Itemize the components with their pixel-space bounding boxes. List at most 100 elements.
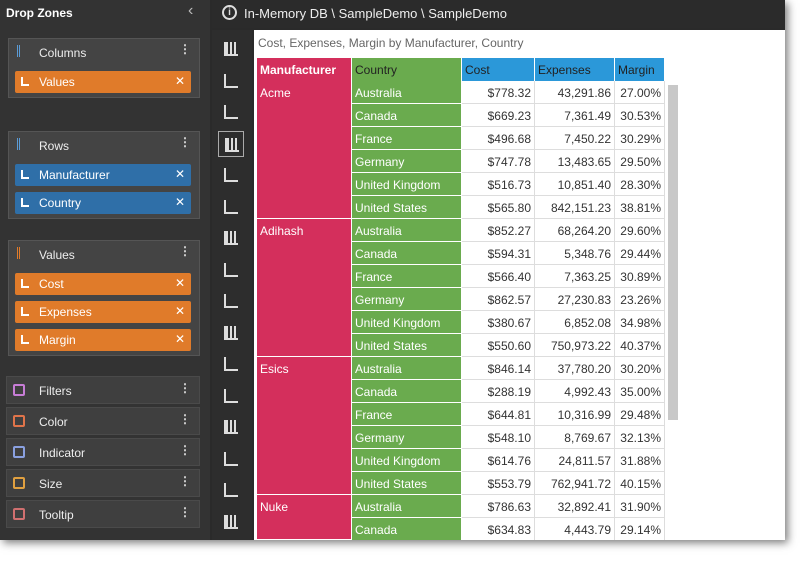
tool-button[interactable] [218, 414, 244, 440]
table-cell: $516.73 [462, 173, 535, 196]
remove-field[interactable]: ✕ [175, 304, 186, 318]
remove-field[interactable]: ✕ [175, 332, 186, 346]
table-cell: 7,361.49 [535, 104, 615, 127]
zone-menu[interactable]: ⋮ [179, 381, 191, 395]
tool-button[interactable] [218, 288, 244, 314]
breadcrumb: In-Memory DB \ SampleDemo \ SampleDemo [244, 6, 507, 21]
table-cell: 8,769.67 [535, 426, 615, 449]
table-cell: 10,851.40 [535, 173, 615, 196]
zone-menu[interactable]: ⋮ [179, 505, 191, 519]
tool-button[interactable] [218, 477, 244, 503]
tool-button[interactable] [218, 130, 244, 157]
table-cell: $553.79 [462, 472, 535, 495]
remove-field[interactable]: ✕ [175, 276, 186, 290]
field-icon [21, 198, 29, 207]
tool-icon [224, 168, 238, 182]
remove-field[interactable]: ✕ [175, 195, 186, 209]
field-icon [21, 279, 29, 288]
row-header: United States [352, 472, 462, 495]
tool-button[interactable] [218, 68, 244, 94]
tool-button[interactable] [218, 383, 244, 409]
tool-icon [224, 388, 238, 403]
tool-button[interactable] [218, 509, 244, 535]
zone-menu[interactable]: ⋮ [179, 244, 191, 258]
tool-button[interactable] [218, 257, 244, 283]
table-cell: 762,941.72 [535, 472, 615, 495]
zone-menu[interactable]: ⋮ [179, 443, 191, 457]
field-pill[interactable]: Cost ✕ [15, 273, 191, 295]
field-pill[interactable]: Expenses ✕ [15, 301, 191, 323]
drop-zone-row[interactable]: Tooltip ⋮ [6, 500, 200, 528]
table-cell: $862.57 [462, 288, 535, 311]
drop-zone-row[interactable]: Filters ⋮ [6, 376, 200, 404]
column-header: Cost [462, 58, 535, 81]
field-pill[interactable]: Manufacturer ✕ [15, 164, 191, 186]
tool-icon [224, 357, 238, 371]
drop-zone-row[interactable]: Size ⋮ [6, 469, 200, 497]
field-label: Margin [39, 333, 76, 347]
tool-button[interactable] [218, 225, 244, 251]
table-cell: 4,992.43 [535, 380, 615, 403]
remove-field[interactable]: ✕ [175, 74, 186, 88]
zone-menu[interactable]: ⋮ [179, 474, 191, 488]
row-header: Australia [352, 495, 462, 518]
zone-menu[interactable]: ⋮ [179, 42, 191, 56]
drop-zone-row[interactable]: Indicator ⋮ [6, 438, 200, 466]
zone-title: Indicator [39, 446, 86, 460]
remove-field[interactable]: ✕ [175, 167, 186, 181]
table-cell: $288.19 [462, 380, 535, 403]
table-cell: 6,852.08 [535, 311, 615, 334]
table-cell: 68,264.20 [535, 219, 615, 242]
tool-button[interactable] [218, 162, 244, 188]
table-cell: 27,230.83 [535, 288, 615, 311]
row-header: Germany [352, 288, 462, 311]
field-label: Expenses [39, 305, 92, 319]
table-cell: $852.27 [462, 219, 535, 242]
drop-zone-row[interactable]: Color ⋮ [6, 407, 200, 435]
field-pill[interactable]: Country ✕ [15, 192, 191, 214]
row-header: France [352, 403, 462, 426]
scrollbar-thumb[interactable] [668, 85, 678, 420]
table-cell: 32,892.41 [535, 495, 615, 518]
table-cell: 40.15% [615, 472, 665, 495]
table-cell: 750,973.22 [535, 334, 615, 357]
drop-zone: Rows ⋮ Manufacturer ✕ Country ✕ [8, 131, 200, 219]
tool-button[interactable] [218, 36, 244, 62]
table-cell: 43,291.86 [535, 81, 615, 104]
zone-menu[interactable]: ⋮ [179, 135, 191, 149]
tool-button[interactable] [218, 320, 244, 346]
row-header: United States [352, 196, 462, 219]
tool-button[interactable] [218, 446, 244, 472]
table-cell: 37,780.20 [535, 357, 615, 380]
tool-button[interactable] [218, 351, 244, 377]
field-icon [21, 77, 29, 86]
table-cell: 842,151.23 [535, 196, 615, 219]
table-cell: $634.83 [462, 518, 535, 540]
row-header: United Kingdom [352, 173, 462, 196]
zone-title: Values [39, 248, 75, 262]
table-cell: 23.26% [615, 288, 665, 311]
collapse-button[interactable]: ‹ [188, 2, 194, 19]
zone-menu[interactable]: ⋮ [179, 412, 191, 426]
tool-icon [225, 137, 239, 152]
tool-icon [224, 451, 238, 466]
row-header: Canada [352, 242, 462, 265]
tool-button[interactable] [218, 194, 244, 220]
zone-title: Color [39, 415, 68, 429]
table-cell: 5,348.76 [535, 242, 615, 265]
tool-icon [224, 262, 238, 277]
table-cell: $380.67 [462, 311, 535, 334]
row-header: United Kingdom [352, 311, 462, 334]
field-pill[interactable]: Values ✕ [15, 71, 191, 93]
table-cell: $747.78 [462, 150, 535, 173]
row-header: Adihash [257, 219, 352, 357]
row-header: Germany [352, 150, 462, 173]
tool-button[interactable] [218, 99, 244, 125]
tool-icon [224, 105, 238, 119]
tool-icon [224, 42, 238, 56]
field-pill[interactable]: Margin ✕ [15, 329, 191, 351]
table-cell: 24,811.57 [535, 449, 615, 472]
table-cell: 27.00% [615, 81, 665, 104]
info-icon[interactable]: i [222, 5, 237, 20]
table-cell: $548.10 [462, 426, 535, 449]
